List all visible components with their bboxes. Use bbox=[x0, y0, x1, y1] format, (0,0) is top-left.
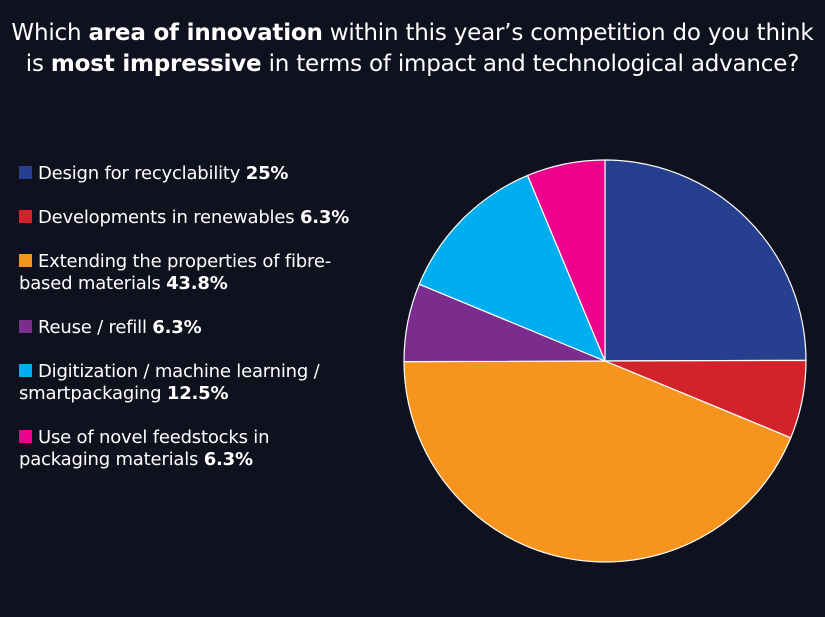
legend-value: 6.3% bbox=[203, 449, 253, 470]
legend-value: 6.3% bbox=[152, 317, 202, 338]
legend-swatch bbox=[19, 210, 32, 223]
legend-swatch bbox=[19, 166, 32, 179]
title-text: in terms of impact and technological adv… bbox=[261, 51, 800, 77]
legend-label: Developments in renewables bbox=[38, 207, 295, 228]
legend-label: packaging materials bbox=[19, 449, 199, 470]
title-line-1: Which area of innovation within this yea… bbox=[0, 18, 825, 49]
legend-label: Use of novel feedstocks in bbox=[38, 427, 270, 448]
legend-label: smartpackaging bbox=[19, 383, 162, 404]
legend-label: Digitization / machine learning / bbox=[38, 361, 320, 382]
title-text: within this year’s competition do you th… bbox=[322, 20, 814, 46]
title-emphasis: area of innovation bbox=[88, 20, 323, 46]
pie-slice bbox=[604, 159, 807, 362]
legend-item: Extending the properties of fibre-based … bbox=[19, 251, 399, 295]
legend-value: 12.5% bbox=[166, 383, 229, 404]
legend-item: Digitization / machine learning / smartpa… bbox=[19, 361, 399, 405]
legend-value: 6.3% bbox=[299, 207, 350, 228]
pie-slice bbox=[418, 174, 606, 362]
legend-value: 43.8% bbox=[166, 273, 228, 294]
pie-slice bbox=[527, 159, 606, 362]
legend-item: Developments in renewables 6.3% bbox=[19, 207, 399, 229]
chart-title: Which area of innovation within this yea… bbox=[0, 18, 825, 80]
legend-swatch bbox=[19, 320, 32, 333]
title-line-2: is most impressive in terms of impact an… bbox=[0, 49, 825, 80]
legend: Design for recyclability 25% Developments… bbox=[19, 163, 399, 493]
pie-chart bbox=[403, 159, 807, 563]
legend-value: 25% bbox=[245, 163, 289, 184]
legend-label: Reuse / refill bbox=[38, 317, 147, 338]
legend-label: based materials bbox=[19, 273, 161, 294]
legend-label: Design for recyclability bbox=[38, 163, 241, 184]
legend-swatch bbox=[19, 430, 32, 443]
title-text: Which bbox=[11, 20, 89, 46]
legend-item: Reuse / refill 6.3% bbox=[19, 317, 399, 339]
legend-label: Extending the properties of fibre- bbox=[38, 251, 331, 272]
legend-swatch bbox=[19, 254, 32, 267]
title-emphasis: most impressive bbox=[50, 51, 262, 77]
legend-swatch bbox=[19, 364, 32, 377]
legend-item: Use of novel feedstocks in packaging mate… bbox=[19, 427, 399, 471]
pie-slice bbox=[403, 360, 792, 563]
title-text: is bbox=[25, 51, 51, 77]
legend-item: Design for recyclability 25% bbox=[19, 163, 399, 185]
